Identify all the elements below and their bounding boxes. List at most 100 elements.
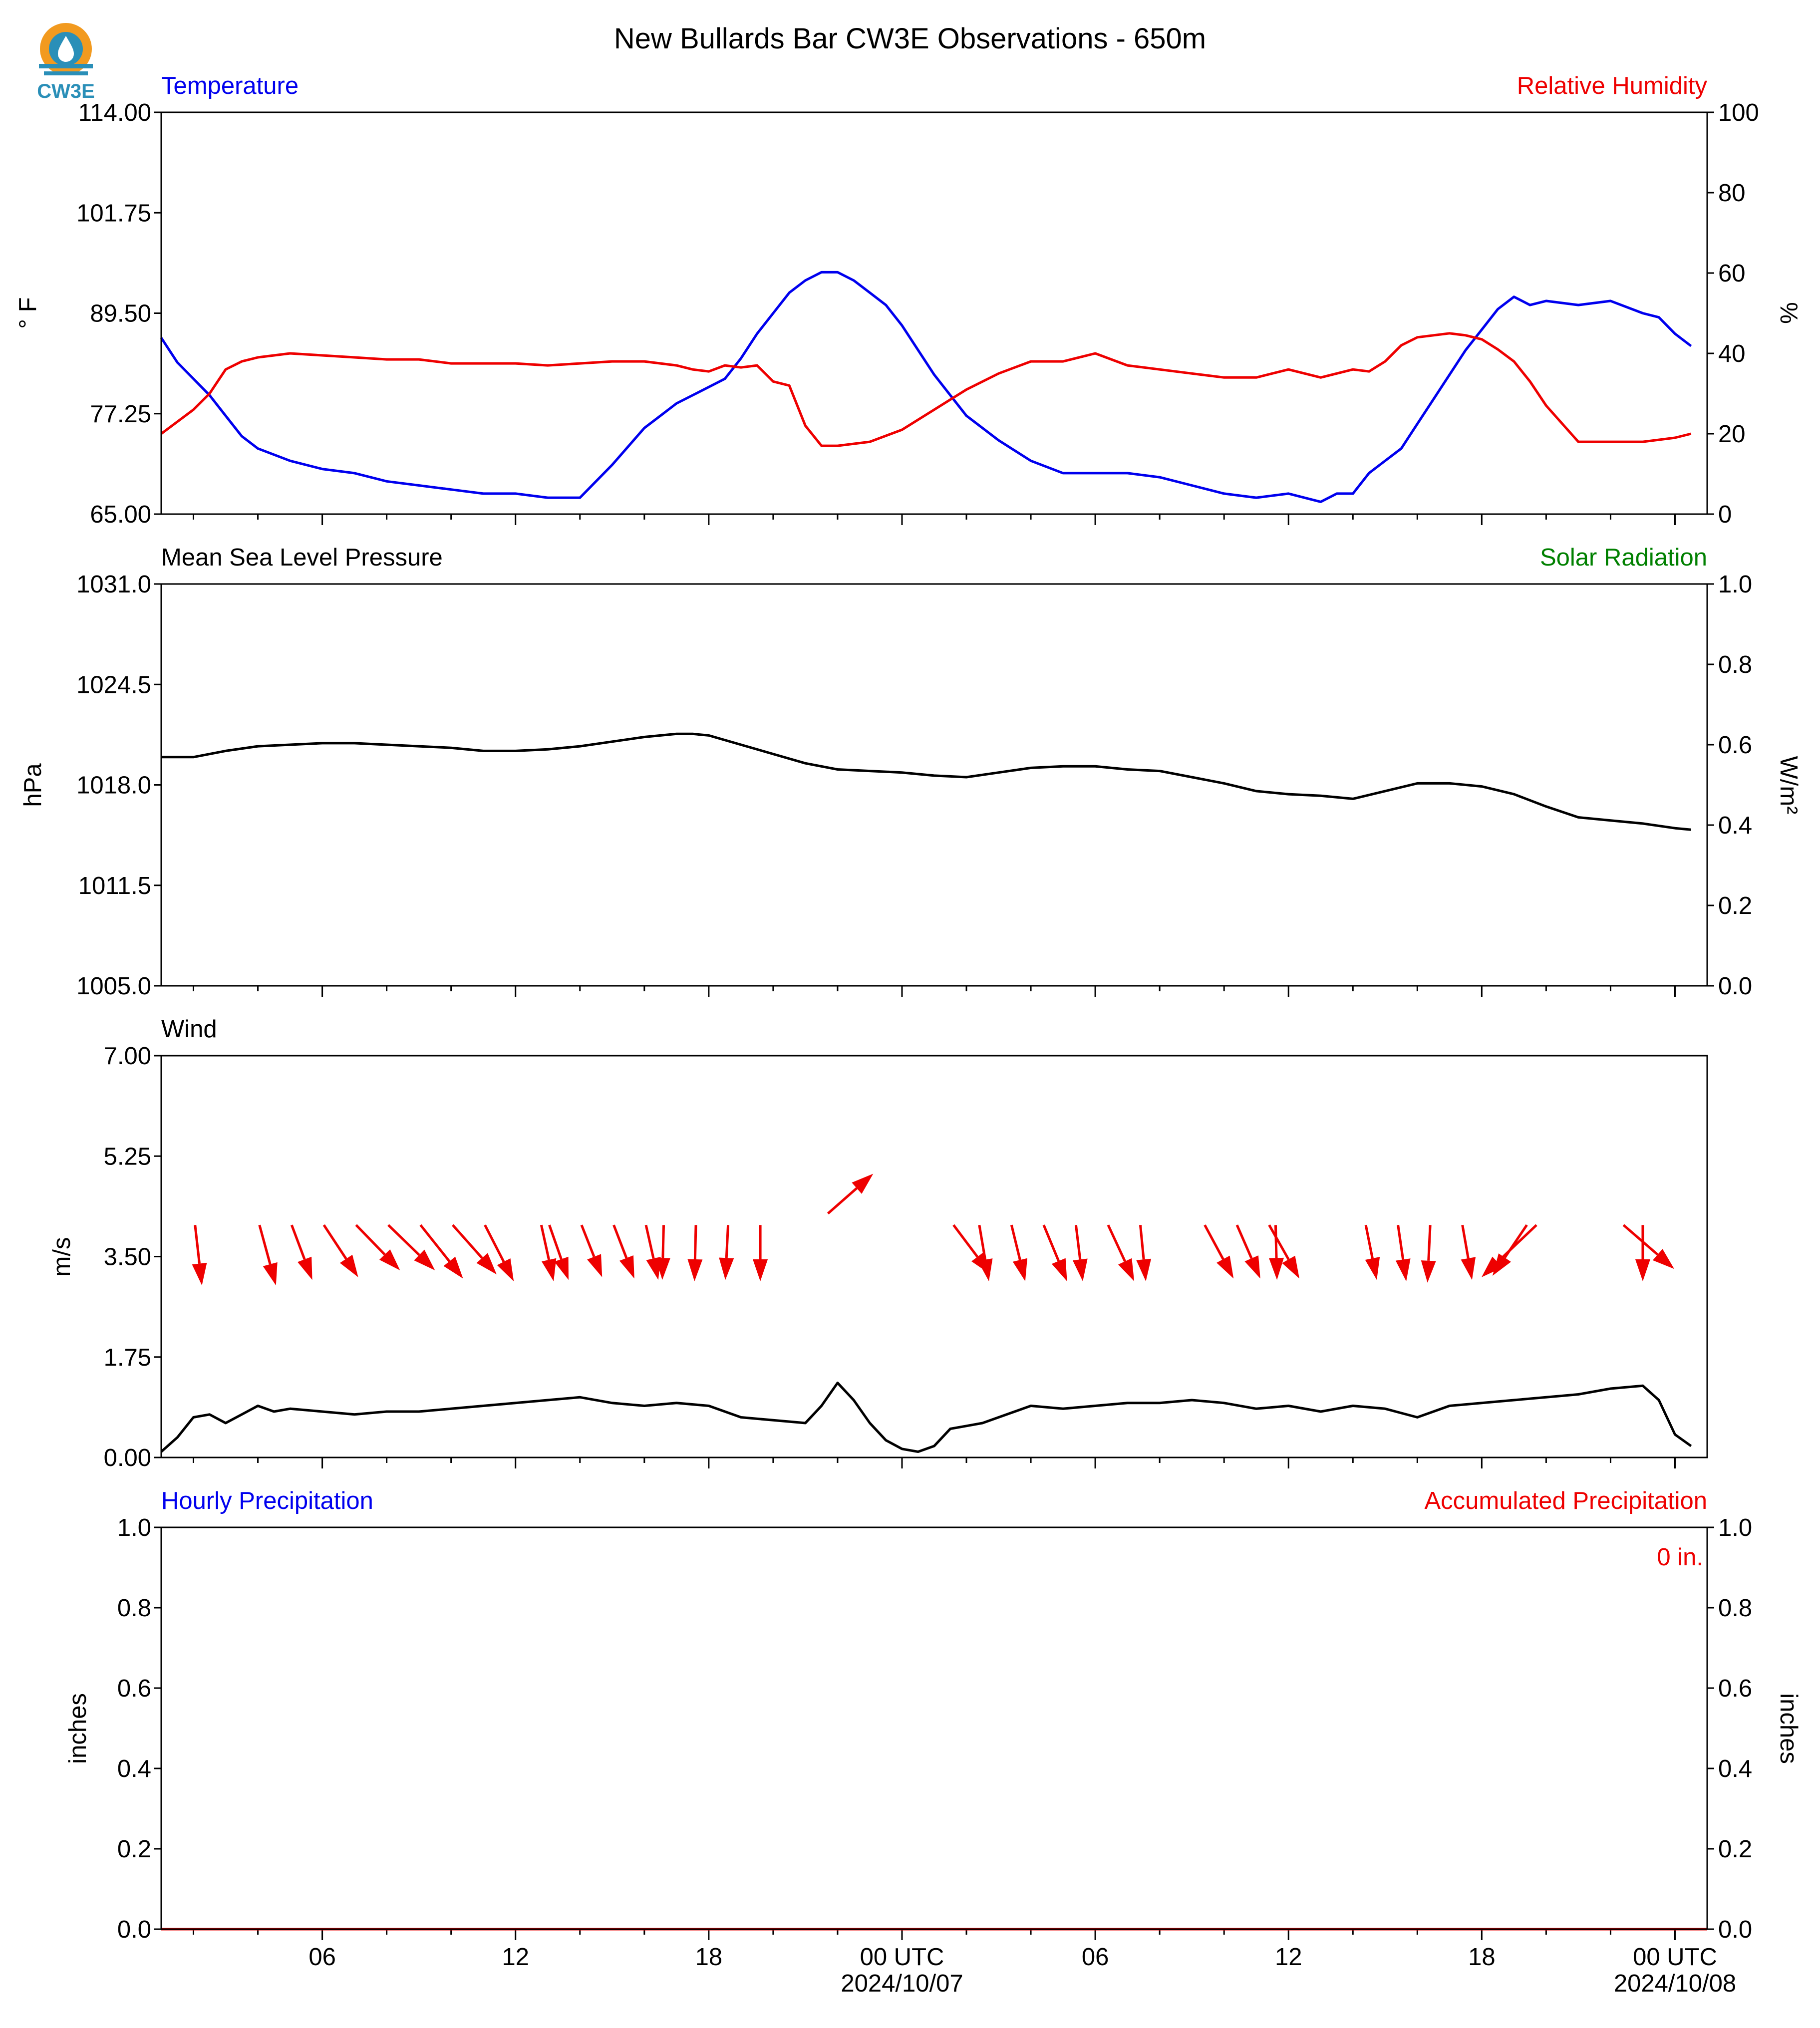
wind-arrow-shaft — [1504, 1224, 1528, 1258]
wind-arrow-shaft — [978, 1224, 987, 1260]
wind-arrow-head — [1461, 1257, 1476, 1280]
hourly-precip-title: Hourly Precipitation — [161, 1487, 373, 1514]
x-tick-label: 06 — [1082, 1944, 1109, 1971]
wind-arrow-shaft — [1139, 1225, 1145, 1260]
solar-title: Solar Radiation — [1540, 544, 1707, 571]
precip-frame — [160, 1526, 1708, 1930]
y-tick-label: 65.00 — [90, 501, 151, 528]
y-tick-label: 77.25 — [90, 401, 151, 428]
x-tick-label: 18 — [695, 1944, 723, 1971]
x-tick-label: 06 — [308, 1944, 336, 1971]
wind-arrow-shaft — [540, 1224, 551, 1260]
wind-arrow-head — [443, 1256, 463, 1279]
y2-tick-label: 0.2 — [1718, 892, 1752, 919]
logo-wave-1 — [39, 64, 93, 68]
wind-arrow-shaft — [1235, 1224, 1253, 1259]
wind-arrow-head — [1012, 1258, 1027, 1281]
wind-arrow-head — [1269, 1257, 1284, 1280]
wind-arrow-shaft — [548, 1224, 563, 1260]
pressure-y-ticks: 1005.0 1011.5 1018.0 1024.5 1031.0 — [76, 571, 161, 1000]
y-tick-label: 1011.5 — [78, 872, 151, 899]
panel-pressure-solar: Mean Sea Level Pressure Solar Radiation … — [19, 544, 1802, 1000]
wind-y-ticks: 0.00 1.75 3.50 5.25 7.00 — [104, 1043, 161, 1471]
wind-arrow-head — [339, 1254, 358, 1277]
logo-text: CW3E — [37, 80, 95, 102]
wind-arrow-head — [977, 1258, 993, 1281]
wind-title: Wind — [161, 1016, 217, 1043]
accum-y-label: inches — [1775, 1693, 1802, 1764]
temperature-y-label: ° F — [14, 297, 41, 328]
wind-arrow-shaft — [484, 1224, 505, 1262]
wind-arrow-head — [1635, 1259, 1650, 1281]
wind-frame — [160, 1055, 1708, 1458]
wind-arrow-shaft — [1268, 1224, 1290, 1260]
x-tick-date: 2024/10/08 — [1614, 1970, 1736, 1997]
y2-tick-label: 80 — [1718, 180, 1746, 207]
wind-arrow-head — [1365, 1257, 1380, 1280]
wind-arrow-head — [542, 1258, 557, 1281]
y-tick-label: 89.50 — [90, 300, 151, 327]
wind-arrow-head — [587, 1254, 603, 1277]
y-tick-label: 0.0 — [117, 1916, 151, 1943]
y2-tick-label: 0.4 — [1718, 1755, 1752, 1782]
wind-arrow-shaft — [290, 1224, 306, 1260]
wind-arrow-shaft — [258, 1224, 272, 1265]
wind-arrow-shaft — [1497, 1224, 1537, 1263]
wind-arrow-head — [1395, 1258, 1411, 1281]
wind-arrow-head — [298, 1256, 312, 1280]
y2-tick-label: 0.2 — [1718, 1836, 1752, 1863]
solar-y-label: W/m² — [1775, 756, 1802, 815]
x-tick-label: 12 — [1275, 1944, 1302, 1971]
y2-tick-label: 0.6 — [1718, 1675, 1752, 1702]
humidity-title: Relative Humidity — [1517, 72, 1708, 99]
wind-arrow-head — [619, 1255, 634, 1279]
y2-tick-label: 20 — [1718, 421, 1746, 448]
wind-arrow-shaft — [661, 1225, 665, 1258]
y2-tick-label: 0.4 — [1718, 812, 1752, 839]
temperature-y-ticks: 65.00 77.25 89.50 101.75 114.00 — [76, 99, 161, 528]
wind-arrow-shaft — [1107, 1224, 1126, 1262]
wind-arrow-head — [1118, 1258, 1135, 1281]
y-tick-label: 5.25 — [104, 1143, 151, 1170]
wind-arrow-shaft — [452, 1224, 483, 1259]
accum-y-ticks: 0.0 0.2 0.4 0.6 0.8 1.0 — [1707, 1514, 1752, 1943]
solar-y-ticks: 0.0 0.2 0.4 0.6 0.8 1.0 — [1707, 571, 1752, 1000]
logo-wave-2 — [44, 71, 88, 75]
y-tick-label: 1031.0 — [76, 571, 151, 598]
y-tick-label: 1018.0 — [76, 772, 151, 799]
y2-tick-label: 1.0 — [1718, 571, 1752, 598]
y-tick-label: 0.00 — [104, 1445, 151, 1471]
wind-arrow-head — [687, 1259, 703, 1281]
panel-temperature-humidity: Temperature Relative Humidity 65.00 77.25… — [14, 72, 1802, 528]
wind-arrow-shaft — [355, 1224, 386, 1256]
wind-arrow-shaft — [419, 1224, 451, 1262]
wind-arrow-head — [1136, 1258, 1152, 1281]
accum-precip-title: Accumulated Precipitation — [1424, 1487, 1707, 1514]
y-tick-label: 0.2 — [117, 1836, 151, 1863]
y2-tick-label: 0.0 — [1718, 973, 1752, 1000]
wind-arrow-shaft — [387, 1224, 420, 1256]
wind-arrow-shaft — [194, 1224, 201, 1264]
wind-arrow-shaft — [1622, 1224, 1659, 1256]
wind-arrow-shaft — [1010, 1224, 1021, 1260]
pressure-y-label: hPa — [19, 763, 46, 807]
wind-arrow-head — [1652, 1249, 1674, 1269]
y2-tick-label: 40 — [1718, 340, 1746, 367]
wind-arrow-head — [1216, 1255, 1234, 1279]
wind-arrow-shaft — [322, 1224, 347, 1260]
wind-arrow-head — [263, 1262, 278, 1286]
y2-tick-label: 0.8 — [1718, 651, 1752, 678]
y2-tick-label: 0.0 — [1718, 1916, 1752, 1943]
precip-y-label: inches — [64, 1693, 91, 1764]
y-tick-label: 3.50 — [104, 1244, 151, 1271]
wind-arrow-head — [753, 1259, 768, 1281]
x-tick-label: 12 — [502, 1944, 529, 1971]
temperature-frame — [160, 111, 1708, 515]
wind-arrow-head — [719, 1257, 734, 1280]
wind-arrow-head — [1072, 1258, 1088, 1281]
wind-arrow-shaft — [1397, 1224, 1405, 1260]
wind-arrow-head — [379, 1249, 400, 1270]
wind-arrow-head — [1492, 1253, 1511, 1276]
